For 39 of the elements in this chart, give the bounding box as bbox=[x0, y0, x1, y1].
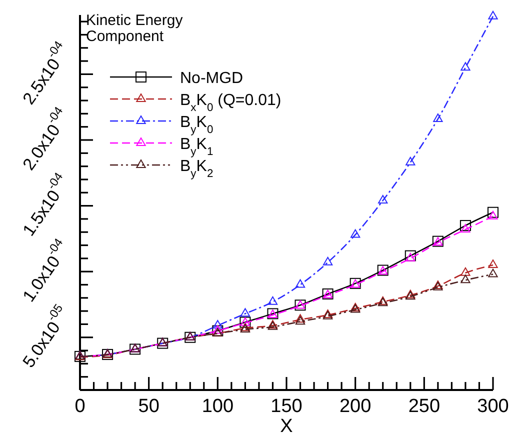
point bbox=[406, 156, 416, 166]
point bbox=[268, 296, 278, 305]
point bbox=[295, 279, 306, 288]
point bbox=[460, 224, 470, 232]
point bbox=[240, 308, 250, 317]
point bbox=[378, 195, 388, 204]
x-tick-label: 250 bbox=[408, 396, 440, 417]
point bbox=[488, 210, 498, 220]
point bbox=[488, 260, 498, 268]
point bbox=[184, 332, 196, 343]
point bbox=[350, 229, 360, 238]
legend-label: No-MGD bbox=[180, 70, 244, 87]
point bbox=[130, 344, 141, 355]
point bbox=[212, 320, 222, 329]
x-tick-label: 300 bbox=[477, 396, 509, 417]
point bbox=[212, 325, 222, 334]
legend-label: B$_{x}$K$_{0}$ (Q=0.01) bbox=[180, 92, 282, 114]
point bbox=[488, 268, 498, 278]
point bbox=[295, 316, 306, 325]
point bbox=[460, 267, 470, 276]
point bbox=[488, 10, 498, 20]
y-axis-title: Kinetic Energy Component bbox=[86, 12, 184, 45]
point bbox=[460, 220, 471, 232]
legend-label: B$_{y}$K$_{0}$ bbox=[180, 114, 214, 136]
legend-label: B$_{y}$K$_{1}$ bbox=[180, 136, 214, 158]
point bbox=[322, 256, 333, 266]
x-tick-label: 150 bbox=[270, 396, 302, 417]
point bbox=[460, 274, 470, 284]
x-tick-label: 200 bbox=[339, 396, 372, 417]
x-tick-label: 50 bbox=[138, 396, 160, 417]
point bbox=[157, 338, 168, 349]
x-tick-label: 0 bbox=[74, 396, 86, 417]
legend-label: B$_{y}$K$_{2}$ bbox=[180, 158, 214, 180]
x-axis-title: X bbox=[280, 416, 294, 436]
point bbox=[488, 206, 498, 218]
point bbox=[460, 62, 470, 71]
point bbox=[433, 113, 443, 122]
x-tick-label: 100 bbox=[202, 396, 234, 417]
point bbox=[406, 252, 416, 262]
